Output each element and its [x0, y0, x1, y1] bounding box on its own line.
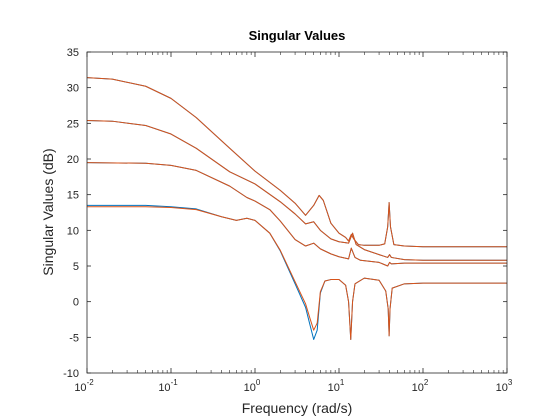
series-2-curve-3 — [86, 162, 507, 267]
x-tick-exponent: 0 — [256, 378, 261, 387]
y-tick-label: 0 — [73, 297, 79, 309]
series-2-curve-2 — [86, 119, 507, 261]
x-tick-label: 10-2 — [74, 378, 94, 394]
series-1-curve-1 — [86, 77, 507, 248]
y-tick-label: -5 — [69, 332, 79, 344]
y-tick-label: 25 — [67, 118, 79, 130]
x-tick-label: 100 — [244, 378, 261, 394]
series-1-curve-4 — [87, 204, 507, 340]
y-tick-label: 15 — [67, 190, 79, 202]
x-tick-exponent: 1 — [340, 378, 345, 387]
y-tick-label: 35 — [67, 47, 79, 59]
y-tick-label: 10 — [67, 225, 79, 237]
x-axis-ticks: 10-2 10-1 100 101 102 103 — [74, 52, 513, 394]
x-tick-base: 10 — [328, 382, 340, 394]
y-tick-label: 20 — [67, 154, 79, 166]
plot-area-box — [86, 51, 508, 374]
y-tick-label: 5 — [73, 261, 79, 273]
x-tick-exponent: -1 — [171, 378, 179, 387]
x-tick-exponent: 2 — [424, 378, 429, 387]
y-axis-label: Singular Values (dB) — [40, 148, 56, 275]
series-1-curve-2 — [86, 119, 507, 261]
x-tick-label: 102 — [412, 378, 429, 394]
y-tick-label: 30 — [67, 83, 79, 95]
series-2-curve-1 — [86, 77, 507, 248]
x-tick-exponent: 3 — [508, 378, 513, 387]
x-tick-exponent: -2 — [87, 378, 95, 387]
series-layer — [86, 77, 507, 340]
chart-title: Singular Values — [249, 28, 346, 43]
x-tick-base: 10 — [244, 382, 256, 394]
x-tick-base: 10 — [412, 382, 424, 394]
series-1-curve-3 — [86, 162, 507, 267]
x-tick-label: 103 — [496, 378, 513, 394]
x-tick-base: 10 — [158, 382, 170, 394]
y-axis-ticks: -10 -5 0 5 10 15 20 25 30 35 — [63, 47, 507, 380]
series-2-curve-4 — [87, 206, 507, 340]
x-tick-base: 10 — [496, 382, 508, 394]
x-tick-base: 10 — [74, 382, 86, 394]
y-tick-label: -10 — [63, 368, 79, 380]
x-tick-label: 101 — [328, 378, 345, 394]
x-axis-label: Frequency (rad/s) — [242, 400, 352, 416]
x-tick-label: 10-1 — [158, 378, 178, 394]
